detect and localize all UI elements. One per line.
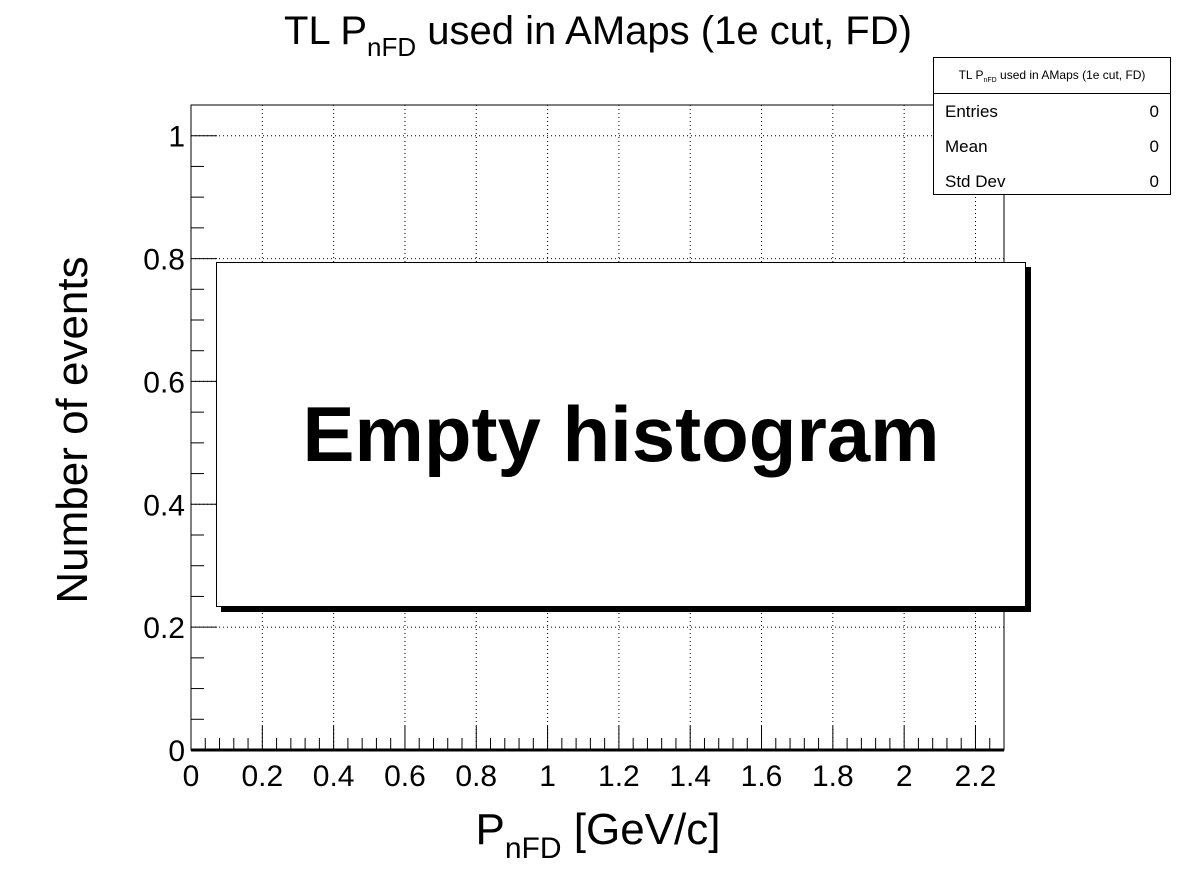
stats-box: TL PnFD used in AMaps (1e cut, FD) Entri… [933, 57, 1171, 195]
title-prefix: TL P [284, 9, 368, 53]
y-tick-label: 0.2 [143, 612, 185, 645]
stats-row-stddev: Std Dev 0 [934, 164, 1170, 199]
x-tick-label: 0.8 [455, 760, 497, 793]
x-tick-label: 1.6 [741, 760, 783, 793]
x-label-suffix: [GeV/c] [561, 805, 721, 854]
y-tick-label: 0.6 [143, 366, 185, 399]
tick-labels: 0 0.2 0.4 0.6 0.8 1 1.2 1.4 1.6 1.8 2 2.2 0 0.2 0.4 0.6… [143, 121, 996, 793]
x-tick-label: 1.8 [812, 760, 854, 793]
x-tick-label: 1 [539, 760, 556, 793]
y-tick-label: 0 [168, 735, 185, 768]
stats-label: Mean [945, 137, 988, 156]
stats-row-mean: Mean 0 [934, 129, 1170, 164]
stats-row-entries: Entries 0 [934, 94, 1170, 129]
stats-value: 0 [1149, 102, 1159, 121]
stats-label: Std Dev [945, 172, 1006, 191]
x-label-subscript: nFD [504, 832, 562, 865]
x-tick-label: 1.4 [669, 760, 711, 793]
x-tick-label: 2.2 [955, 760, 997, 793]
x-tick-label: 0 [183, 760, 200, 793]
y-tick-label: 1 [168, 121, 185, 154]
x-axis-label: PnFD [GeV/c] [0, 804, 1196, 865]
x-tick-label: 1.2 [598, 760, 640, 793]
y-axis-label: Number of events [48, 256, 97, 604]
stats-label: Entries [945, 102, 998, 121]
title-suffix: used in AMaps (1e cut, FD) [416, 9, 912, 53]
y-tick-label: 0.4 [143, 489, 185, 522]
stats-value: 0 [1149, 137, 1159, 156]
x-tick-label: 0.6 [384, 760, 426, 793]
x-label-main: P [475, 805, 505, 854]
stats-title-suffix: used in AMaps (1e cut, FD) [996, 68, 1146, 82]
x-tick-label: 0.2 [241, 760, 283, 793]
x-tick-label: 2 [896, 760, 913, 793]
stats-title-subscript: nFD [983, 77, 997, 84]
y-tick-label: 0.8 [143, 244, 185, 277]
title-subscript: nFD [367, 32, 417, 62]
empty-histogram-message: Empty histogram [302, 390, 940, 478]
axis-ticks [190, 135, 991, 751]
stats-box-title: TL PnFD used in AMaps (1e cut, FD) [934, 58, 1170, 94]
x-tick-label: 0.4 [313, 760, 355, 793]
stats-value: 0 [1149, 172, 1159, 191]
chart-title: TL PnFD used in AMaps (1e cut, FD) [0, 8, 1196, 62]
empty-histogram-box: Empty histogram [216, 262, 1026, 607]
stats-title-prefix: TL P [958, 68, 984, 82]
